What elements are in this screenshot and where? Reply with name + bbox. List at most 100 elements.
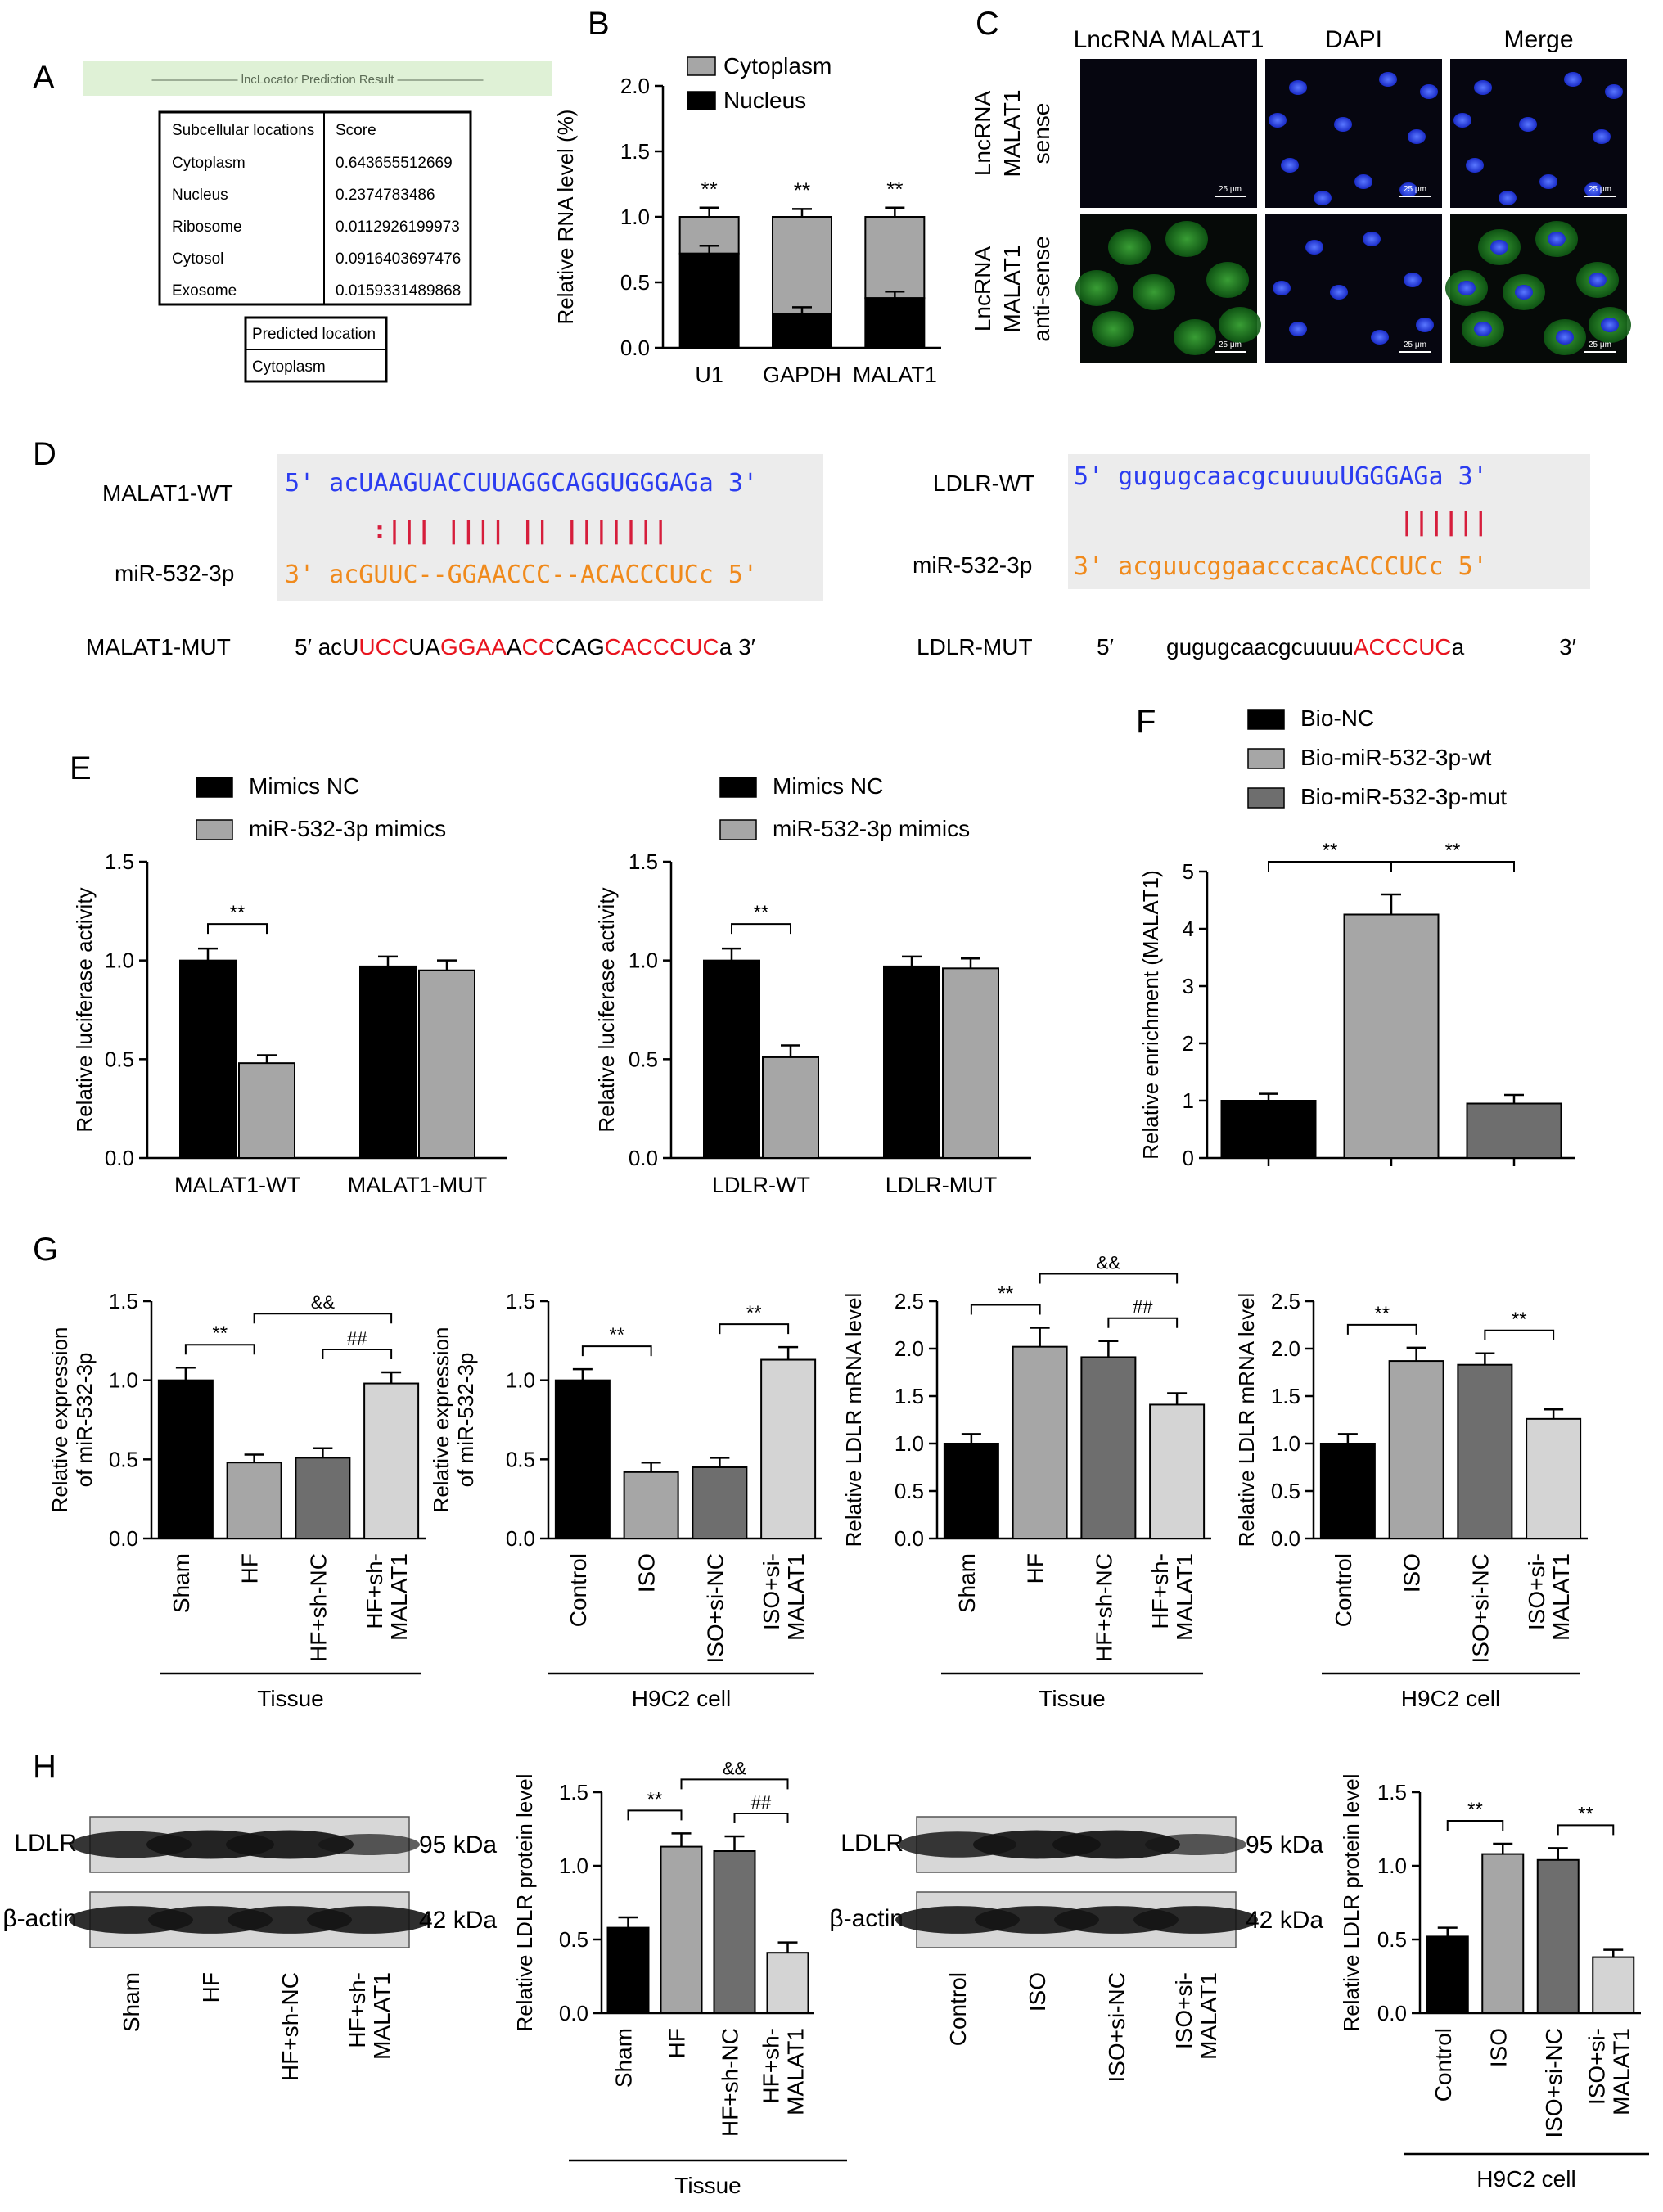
blot-lane-label: HF+sh-: [345, 1972, 370, 2048]
sig-bracket: [1390, 861, 1515, 872]
table-header: Subcellular locations: [172, 122, 314, 139]
blot-row-label: β-actin: [2, 1905, 77, 1932]
chart-f: 0 1 2 3 4 5 Relative enrichment (MALAT1) ** ** Bi…: [1138, 705, 1575, 1170]
mut-segment: a 3′: [719, 634, 755, 660]
blot-row-label: LDLR: [841, 1830, 904, 1857]
y-tick-label: 1.0: [559, 1854, 588, 1878]
nucleus: [1408, 129, 1426, 144]
bar: [1536, 1858, 1580, 2015]
sig-bracket: [322, 1349, 393, 1359]
chart-h2: 0.0 0.5 1.0 1.5 Relative LDLR protein level C…: [1339, 1773, 1649, 2192]
legend-label: Mimics NC: [249, 773, 359, 799]
legend-swatch: [1247, 748, 1285, 769]
chart-g4: 0.0 0.5 1.0 1.5 2.0 2.5 Relative LDLR mRNA lev…: [1234, 1289, 1588, 1711]
nucleus: [1490, 240, 1508, 255]
sig-bracket: [627, 1809, 683, 1821]
malat1-wt-label: MALAT1-WT: [102, 480, 233, 506]
y-tick-label: 0.5: [105, 1047, 134, 1071]
sig-mark: ##: [1133, 1297, 1153, 1318]
x-tick-label: Control: [1431, 2028, 1456, 2102]
blot-band: [1133, 1906, 1258, 1934]
sig-bracket: [253, 1313, 393, 1324]
bar: [713, 1850, 756, 2014]
malat1-wt-seq: 5' acUAAGUACCUUAGGCAGGUGGGAGa 3': [285, 469, 758, 498]
bar: [692, 1466, 748, 1539]
bar: [1012, 1345, 1068, 1540]
blot-kda-label: 95 kDa: [419, 1831, 497, 1858]
bar: [1526, 1417, 1582, 1539]
nucleus: [1453, 113, 1471, 128]
scale-bar-label: 25 μm: [1589, 185, 1611, 194]
x-tick-label: LDLR-MUT: [886, 1173, 998, 1197]
legend-label: Nucleus: [723, 88, 806, 113]
prediction-table: ——————— lncLocator Prediction Result ———…: [83, 61, 552, 383]
table-cell: Ribosome: [172, 218, 242, 236]
bar: [660, 1845, 703, 2015]
blot-band: [318, 1833, 420, 1856]
x-tick-label: MALAT1: [386, 1553, 412, 1641]
y-tick-label: 1.5: [895, 1384, 924, 1408]
scale-bar-label: 25 μm: [1589, 340, 1611, 349]
y-tick-label: 1.0: [620, 205, 650, 229]
x-tick-label: ISO: [1399, 1553, 1425, 1593]
y-tick-label: 1: [1183, 1088, 1194, 1113]
bar: [1343, 913, 1440, 1159]
y-tick-label: 1.0: [629, 948, 658, 973]
sig-bracket: [680, 1778, 789, 1790]
western-blot-cell: LDLR 95 kDa β-actin 42 kDa Control ISO ISO+si-…: [829, 1816, 1323, 2083]
x-tick-label: MALAT1-MUT: [348, 1173, 488, 1197]
nucleus: [1404, 273, 1422, 287]
nucleus: [1305, 240, 1323, 255]
sig-mark: **: [794, 178, 810, 202]
bar-nucleus: [772, 313, 832, 349]
y-tick-label: 1.0: [1377, 1854, 1407, 1878]
x-tick-label: ISO+si-NC: [1541, 2028, 1566, 2138]
x-tick-label: HF+sh-NC: [718, 2028, 743, 2137]
mut-segment: UCC: [358, 634, 408, 660]
western-blot-tissue: LDLR 95 kDa β-actin 42 kDa Sham HF HF+sh-NC HF+…: [2, 1816, 497, 2081]
nucleus: [1515, 285, 1533, 300]
nucleus: [1273, 281, 1291, 295]
y-axis-label: Relative RNA level (%): [553, 110, 578, 325]
sig-bracket: [184, 1344, 255, 1355]
cell-body: [1219, 307, 1261, 343]
legend-label: Bio-miR-532-3p-wt: [1300, 745, 1492, 770]
x-tick-label: LDLR-WT: [712, 1173, 810, 1197]
y-tick-label: 1.5: [506, 1289, 535, 1313]
x-tick-label: Sham: [611, 2028, 637, 2088]
y-tick-label: 0.5: [109, 1447, 138, 1471]
y-axis-label: Relative LDLR protein level: [512, 1773, 537, 2031]
nucleus: [1564, 72, 1582, 87]
bar-nucleus: [864, 297, 926, 349]
bar: [1149, 1403, 1206, 1539]
nucleus: [1466, 158, 1484, 173]
ldlr-mut-seq: gugugcaacgcuuuuACCCUCa: [1166, 634, 1465, 660]
group-label: H9C2 cell: [632, 1686, 731, 1711]
chart-g2: 0.0 0.5 1.0 1.5 Relative expression of miR-53…: [429, 1289, 822, 1711]
bar-nucleus: [678, 252, 740, 349]
blot-lane-label: MALAT1: [1196, 1972, 1221, 2060]
sig-bracket: [1268, 861, 1392, 872]
bar-cytoplasm: [864, 216, 926, 300]
y-tick-label: 0.5: [506, 1447, 535, 1471]
panel-letter-f: F: [1136, 704, 1156, 740]
y-axis-label: Relative expression: [47, 1327, 72, 1513]
legend-swatch: [1247, 709, 1285, 730]
micrograph: [1080, 59, 1257, 208]
sig-bracket: [970, 1304, 1041, 1315]
bar: [606, 1926, 650, 2015]
bar: [623, 1471, 679, 1540]
y-tick-label: 2.0: [620, 74, 650, 98]
blot-lane-label: MALAT1: [369, 1972, 394, 2060]
legend-label: Cytoplasm: [723, 53, 832, 79]
nucleus: [1499, 191, 1517, 205]
bar: [760, 1358, 817, 1539]
nucleus: [1399, 182, 1417, 197]
sig-mark: **: [701, 177, 718, 201]
malat1-pairing: :||| |||| || |||||||: [372, 516, 668, 545]
ldlr-wt-label: LDLR-WT: [933, 471, 1034, 496]
x-tick-label: ISO+si-NC: [702, 1553, 728, 1664]
y-tick-label: 0.0: [629, 1146, 658, 1170]
scale-bar-label: 25 μm: [1219, 340, 1242, 349]
